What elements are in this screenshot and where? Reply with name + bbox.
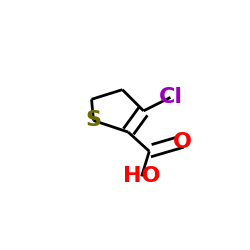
Text: S: S [86, 110, 102, 130]
Text: Cl: Cl [158, 88, 182, 108]
Text: HO: HO [123, 166, 160, 186]
Text: O: O [172, 132, 192, 152]
